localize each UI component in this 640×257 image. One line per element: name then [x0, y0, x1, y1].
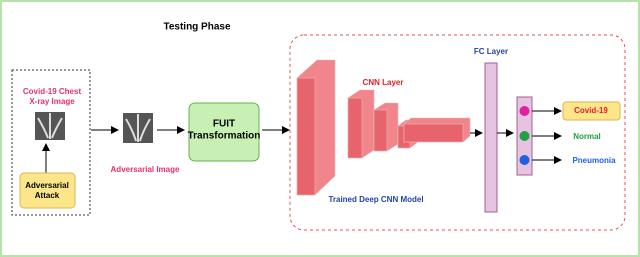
input-box: [11, 69, 91, 216]
xray-detail: [125, 114, 151, 142]
cnn-layer-label: CNN Layer: [363, 78, 404, 87]
output-box: [562, 101, 621, 121]
model-box: [289, 34, 626, 231]
fc-label: FC Layer: [474, 47, 508, 56]
xray-detail: [37, 113, 63, 139]
cnn-model-label: Trained Deep CNN Model: [328, 195, 423, 204]
fuit-label: Transformation: [188, 131, 261, 142]
adversarial-image-label: Adversarial Image: [111, 165, 180, 174]
title: Testing Phase: [163, 22, 230, 33]
attack-label: Attack: [35, 191, 60, 200]
output-label: Normal: [573, 132, 601, 141]
attack-box: [19, 172, 76, 209]
attack-label: Adversarial: [25, 181, 69, 190]
output-node: [519, 131, 530, 141]
output-label: Covid-19: [574, 106, 608, 115]
input-label: X-ray Image: [29, 97, 75, 106]
input-label: Covid-19 Chest: [23, 87, 82, 96]
fuit-box: [188, 102, 260, 162]
fuit-label: FUIT: [213, 119, 235, 130]
output-node: [519, 106, 530, 116]
cnn-blocks: [296, 59, 471, 196]
output-label: Pneumonia: [572, 156, 616, 165]
fc-layer: [484, 62, 498, 213]
output-node: [519, 155, 530, 165]
